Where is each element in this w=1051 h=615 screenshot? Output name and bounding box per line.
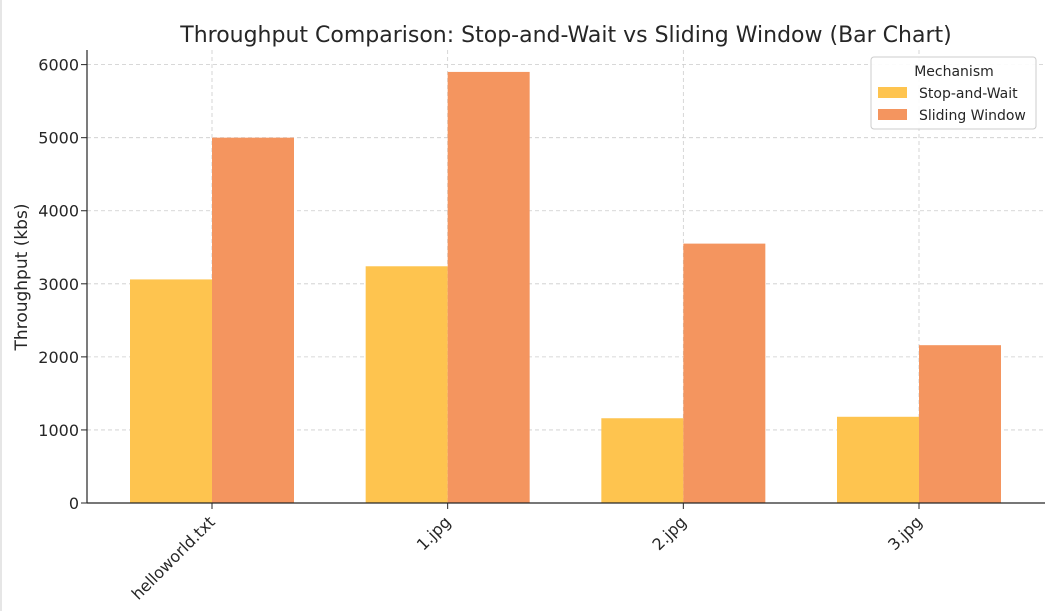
y-tick-label: 0 — [69, 494, 79, 513]
y-tick-label: 5000 — [38, 129, 79, 148]
y-tick-label: 1000 — [38, 421, 79, 440]
legend-swatch-stop-and-wait — [878, 87, 907, 98]
bar-stop-and-wait-2-jpg — [601, 418, 684, 503]
axes — [81, 50, 1045, 509]
legend-label-sliding-window: Sliding Window — [919, 108, 1026, 124]
bar-sliding-window-3-jpg — [919, 345, 1001, 503]
y-axis-label: Throughput (kbs) — [12, 204, 32, 352]
y-tick-labels: 0 1000 2000 3000 4000 5000 6000 — [38, 56, 79, 513]
legend-swatch-sliding-window — [878, 109, 907, 120]
y-tick-label: 3000 — [38, 275, 79, 294]
bar-sliding-window-2-jpg — [683, 243, 766, 503]
y-tick-label: 4000 — [38, 202, 79, 221]
legend-title: Mechanism — [914, 64, 994, 80]
legend-label-stop-and-wait: Stop-and-Wait — [919, 86, 1018, 102]
y-tick-label: 6000 — [38, 56, 79, 75]
legend: Mechanism Stop-and-Wait Sliding Window — [870, 56, 1037, 130]
bar-sliding-window-helloworld-txt — [212, 137, 294, 503]
y-tick-label: 2000 — [38, 348, 79, 367]
bar-stop-and-wait-helloworld-txt — [130, 279, 212, 503]
legend-box — [870, 56, 1037, 130]
bar-sliding-window-1-jpg — [447, 71, 530, 503]
bars — [130, 71, 1001, 503]
chart-title: Throughput Comparison: Stop-and-Wait vs … — [179, 23, 951, 48]
bar-stop-and-wait-3-jpg — [837, 416, 919, 503]
bar-stop-and-wait-1-jpg — [365, 266, 448, 503]
